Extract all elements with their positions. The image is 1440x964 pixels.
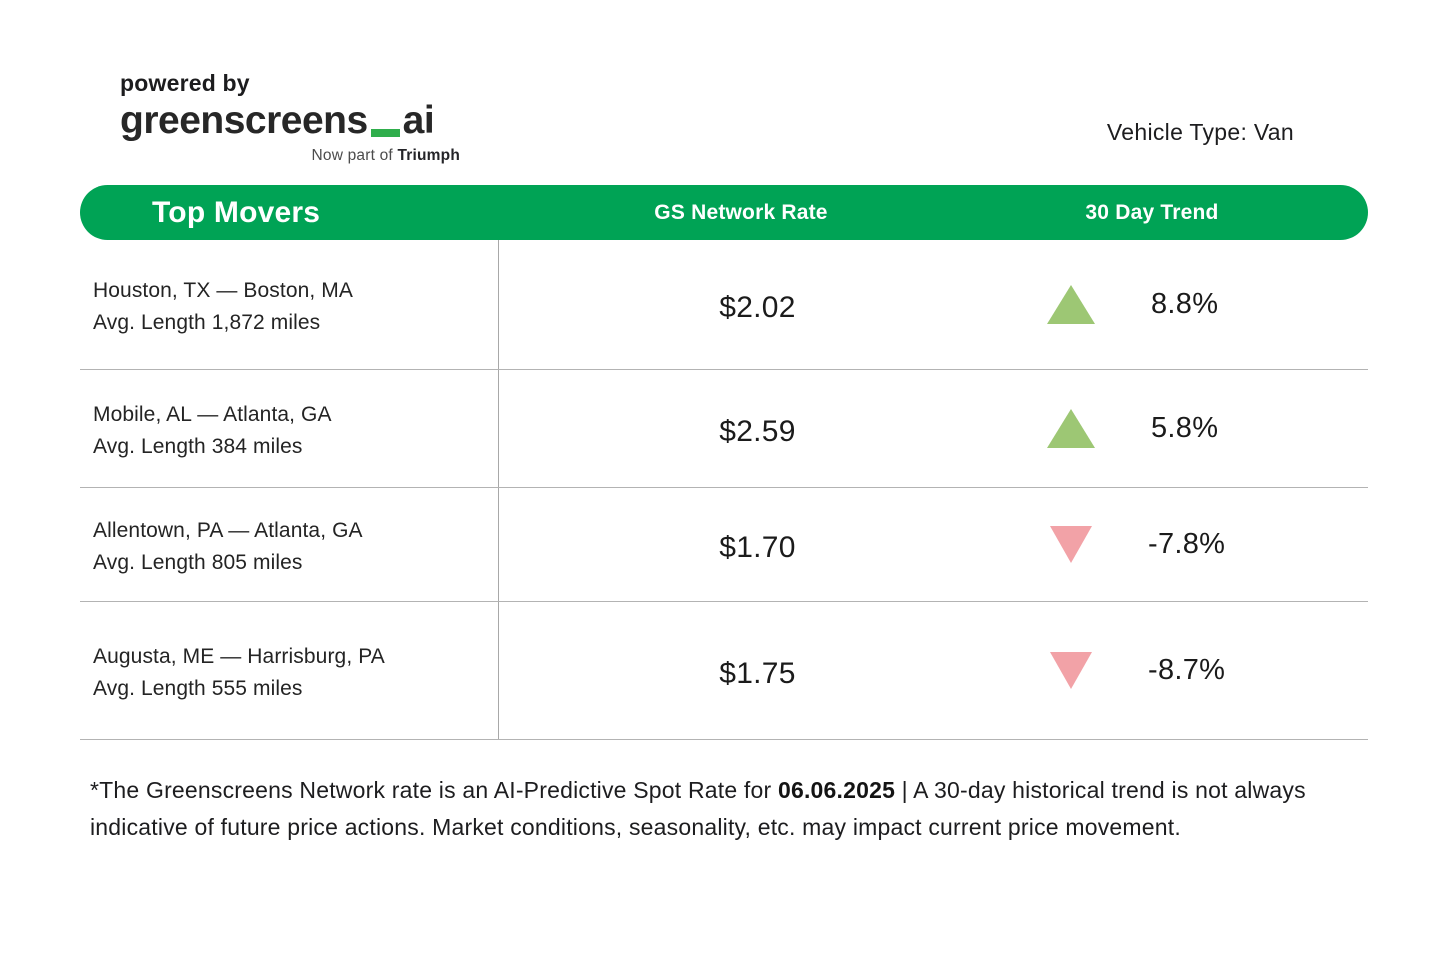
vehicle-type-label: Vehicle Type: Van [1106,119,1294,145]
lane-name: Allentown, PA — Atlanta, GA [93,518,363,542]
trend-cell: 8.8% [1016,240,1368,369]
lane-avg-length: Avg. Length 555 miles [93,676,303,700]
trend-cell: -7.8% [1016,488,1368,601]
logo-underscore-icon [370,129,400,138]
network-rate-value: $1.70 [719,530,796,564]
logo-tagline: Now part of Triumph [120,147,460,165]
footnote-date: 06.06.2025 [777,777,896,803]
header-top-movers: Top Movers [152,195,321,229]
powered-by-label: powered by [120,70,250,96]
trend-direction-icon [1050,526,1092,563]
trend-direction-icon [1047,409,1095,448]
table-header-bar: Top Movers GS Network Rate 30 Day Trend [80,185,1368,240]
footnote-text-before-date: *The Greenscreens Network rate is an AI-… [90,777,778,803]
footnote-text-after-date: | A 30-day historical trend is not alway… [90,777,1306,840]
table-row: Mobile, AL — Atlanta, GA Avg. Length 384… [80,370,1368,488]
header-gs-network-rate: GS Network Rate [654,200,828,224]
lane-avg-length: Avg. Length 805 miles [93,550,303,574]
logo-suffix-text: ai [402,99,435,142]
lane-cell: Allentown, PA — Atlanta, GA Avg. Length … [80,488,499,601]
trend-percent-value: -7.8% [1148,528,1226,560]
logo-main-text: greenscreens [120,99,368,142]
table-row: Allentown, PA — Atlanta, GA Avg. Length … [80,488,1368,602]
top-movers-table: Houston, TX — Boston, MA Avg. Length 1,8… [80,240,1368,740]
table-row: Augusta, ME — Harrisburg, PA Avg. Length… [80,602,1368,740]
trend-direction-icon [1047,285,1095,324]
table-row: Houston, TX — Boston, MA Avg. Length 1,8… [80,240,1368,370]
lane-cell: Mobile, AL — Atlanta, GA Avg. Length 384… [80,370,499,487]
lane-cell: Houston, TX — Boston, MA Avg. Length 1,8… [80,240,499,369]
disclaimer-footnote: *The Greenscreens Network rate is an AI-… [90,772,1368,846]
network-rate-value: $2.02 [719,290,796,324]
tagline-brand: Triumph [397,147,460,165]
network-rate-value: $1.75 [719,656,796,690]
lane-name: Mobile, AL — Atlanta, GA [93,402,332,426]
lane-name: Augusta, ME — Harrisburg, PA [93,644,385,668]
trend-cell: 5.8% [1016,370,1368,487]
trend-percent-value: -8.7% [1148,654,1226,686]
lane-avg-length: Avg. Length 1,872 miles [93,310,321,334]
trend-percent-value: 5.8% [1151,412,1219,444]
trend-percent-value: 8.8% [1151,288,1219,320]
lane-name: Houston, TX — Boston, MA [93,278,353,302]
trend-cell: -8.7% [1016,602,1368,739]
network-rate-value: $2.59 [719,414,796,448]
lane-avg-length: Avg. Length 384 miles [93,434,303,458]
tagline-prefix: Now part of [311,147,398,165]
greenscreens-logo: greenscreens ai [120,99,460,142]
trend-direction-icon [1050,652,1092,689]
lane-cell: Augusta, ME — Harrisburg, PA Avg. Length… [80,602,499,739]
header-30-day-trend: 30 Day Trend [1085,200,1219,224]
brand-logo: powered by greenscreens ai Now part of T… [120,70,460,165]
